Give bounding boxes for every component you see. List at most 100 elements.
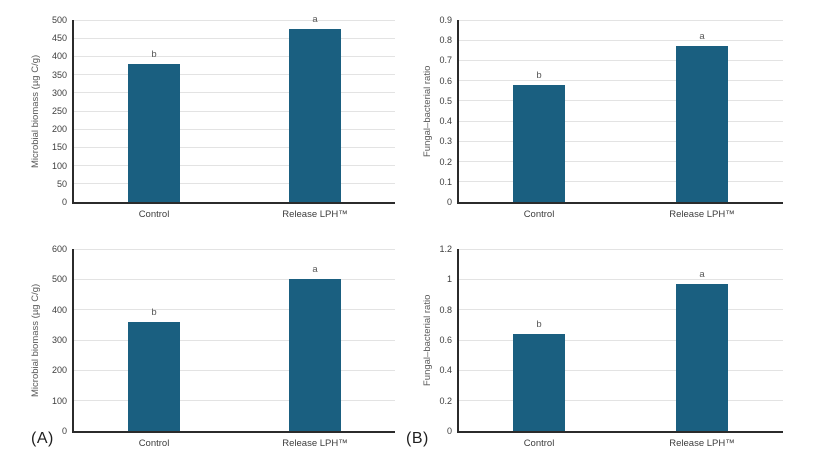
significance-letter: a — [699, 31, 705, 42]
significance-letter: a — [312, 264, 318, 275]
bar-release-lph — [289, 29, 341, 202]
chart-microbial-biomass-bottom: Microbial biomass (µg C/g) 0 100 200 300 400… — [0, 229, 412, 457]
gridline — [458, 369, 783, 371]
gridline — [73, 19, 395, 21]
y-tick-label: 0 — [446, 197, 452, 207]
significance-letter: b — [151, 49, 157, 60]
y-tick-label: 0.2 — [439, 395, 452, 406]
gridline — [458, 39, 783, 41]
gridline — [458, 120, 783, 122]
y-tick-label: 0.3 — [439, 136, 452, 147]
x-axis-line — [72, 202, 395, 204]
gridline — [458, 140, 783, 142]
y-axis-line — [457, 249, 459, 432]
gridline — [458, 339, 783, 341]
y-axis-line — [72, 249, 74, 432]
gridline — [73, 278, 395, 280]
y-tick-label: 100 — [51, 395, 67, 406]
y-tick-label: 500 — [51, 15, 67, 25]
gridline — [458, 19, 783, 21]
y-tick-label: 300 — [51, 335, 67, 345]
gridline — [458, 278, 783, 280]
gridline — [458, 248, 783, 250]
significance-letter: a — [699, 269, 705, 280]
bar-release-lph — [289, 279, 341, 431]
y-tick-label: 600 — [51, 244, 67, 254]
y-tick-label: 0.5 — [439, 95, 452, 106]
category-label: Control — [523, 438, 555, 449]
y-tick-label: 200 — [51, 365, 67, 376]
category-label: Release LPH™ — [282, 209, 348, 220]
gridline — [73, 248, 395, 250]
bar-release-lph — [676, 46, 728, 202]
y-tick-label: 50 — [56, 178, 67, 189]
gridline — [73, 55, 395, 57]
gridline — [73, 110, 395, 112]
y-tick-label: 400 — [51, 304, 67, 315]
x-axis-line — [457, 202, 783, 204]
y-tick-label: 150 — [51, 142, 67, 153]
gridline — [73, 339, 395, 341]
chart-fungal-bacterial-ratio-top: Fungal–bacterial ratio 0 0.1 0.2 0.3 0.4 0.5 0… — [412, 0, 823, 229]
category-label: Release LPH™ — [282, 438, 348, 449]
significance-letter: a — [312, 14, 318, 25]
gridline — [73, 146, 395, 148]
y-tick-label: 0 — [61, 426, 67, 436]
y-tick-label: 200 — [51, 124, 67, 135]
significance-letter: b — [536, 319, 542, 330]
y-axis-title: Fungal–bacterial ratio — [422, 65, 433, 157]
y-tick-label: 0.9 — [439, 15, 452, 25]
y-tick-label: 0 — [61, 197, 67, 207]
y-tick-label: 1 — [446, 274, 452, 285]
chart-microbial-biomass-top: Microbial biomass (µg C/g) 0 50 100 150 200 2… — [0, 0, 412, 229]
gridline — [73, 183, 395, 185]
gridline — [73, 165, 395, 167]
gridline — [458, 161, 783, 163]
significance-letter: b — [536, 70, 542, 81]
y-tick-label: 0.2 — [439, 156, 452, 167]
gridline — [73, 309, 395, 311]
bar-control — [513, 85, 565, 202]
chart-fungal-bacterial-ratio-bottom: Fungal–bacterial ratio 0 0.2 0.4 0.6 0.8 1 1.2… — [412, 229, 823, 457]
gridline — [458, 400, 783, 402]
category-label: Release LPH™ — [669, 438, 735, 449]
y-tick-label: 250 — [51, 106, 67, 116]
gridline — [458, 181, 783, 183]
gridline — [73, 74, 395, 76]
gridline — [458, 59, 783, 61]
y-tick-label: 1.2 — [439, 244, 452, 254]
category-label: Control — [523, 209, 555, 220]
gridline — [73, 37, 395, 39]
y-tick-label: 500 — [51, 274, 67, 285]
bar-control — [513, 334, 565, 431]
y-tick-label: 0.4 — [439, 365, 452, 376]
category-label: Release LPH™ — [669, 209, 735, 220]
y-axis-line — [457, 20, 459, 203]
gridline — [458, 100, 783, 102]
y-tick-label: 350 — [51, 69, 67, 80]
y-tick-label: 0.7 — [439, 55, 452, 66]
significance-letter: b — [151, 307, 157, 318]
y-tick-label: 0.8 — [439, 304, 452, 315]
gridline — [73, 92, 395, 94]
y-tick-label: 0.6 — [439, 75, 452, 86]
y-tick-label: 0.4 — [439, 116, 452, 127]
y-tick-label: 0.6 — [439, 335, 452, 345]
x-axis-line — [72, 431, 395, 433]
gridline — [73, 128, 395, 130]
gridline — [458, 309, 783, 311]
gridline — [73, 369, 395, 371]
bar-control — [128, 322, 180, 431]
y-tick-label: 100 — [51, 160, 67, 171]
y-tick-label: 450 — [51, 33, 67, 44]
y-tick-label: 0.8 — [439, 35, 452, 46]
category-label: Control — [138, 438, 170, 449]
y-tick-label: 0 — [446, 426, 452, 436]
y-tick-label: 300 — [51, 87, 67, 98]
y-tick-label: 0.1 — [439, 176, 452, 187]
gridline — [73, 400, 395, 402]
y-axis-line — [72, 20, 74, 203]
x-axis-line — [457, 431, 783, 433]
bar-control — [128, 64, 180, 202]
